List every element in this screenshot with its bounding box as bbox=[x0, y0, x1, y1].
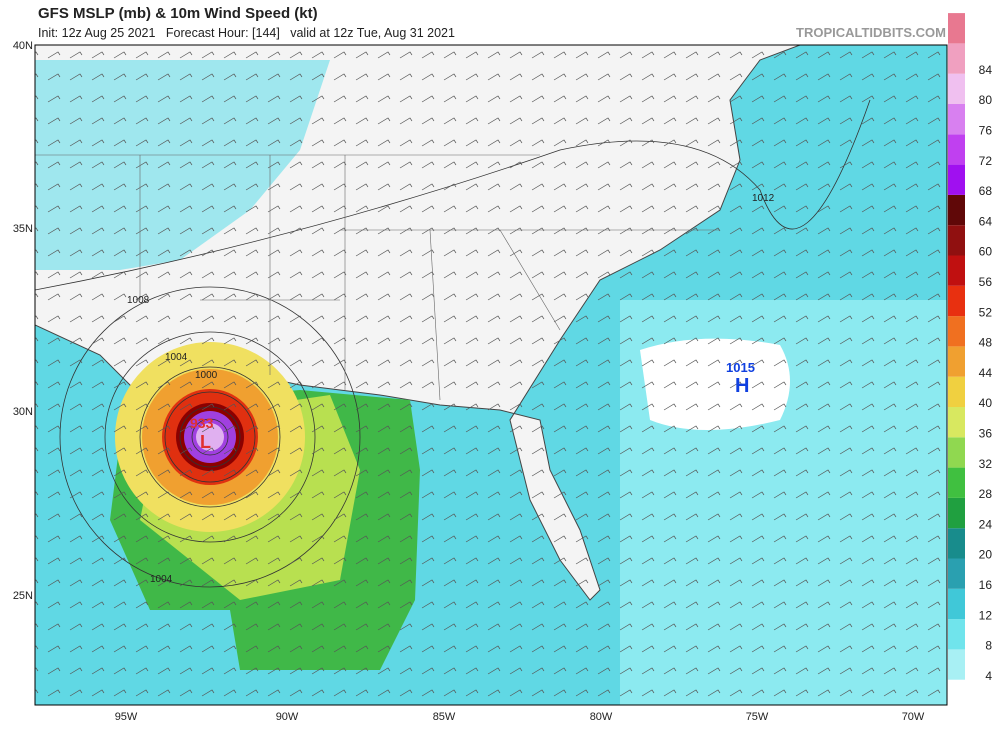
colorbar-tick: 48 bbox=[979, 336, 993, 350]
colorbar-band bbox=[948, 255, 965, 286]
colorbar-band bbox=[948, 407, 965, 438]
colorbar-band bbox=[948, 497, 965, 529]
colorbar-band bbox=[948, 316, 965, 347]
colorbar-band bbox=[948, 225, 965, 256]
colorbar-tick: 80 bbox=[979, 93, 993, 107]
colorbar-band bbox=[948, 285, 965, 317]
lon-label: 95W bbox=[115, 711, 138, 723]
colorbar-band bbox=[948, 376, 965, 407]
colorbar-tick: 40 bbox=[979, 396, 993, 410]
colorbar-band bbox=[948, 528, 965, 559]
colorbar-tick: 8 bbox=[985, 639, 992, 653]
colorbar-tick: 16 bbox=[979, 578, 993, 592]
colorbar-band bbox=[948, 588, 965, 620]
colorbar-tick: 56 bbox=[979, 275, 993, 289]
map bbox=[35, 45, 947, 705]
colorbar-tick: 68 bbox=[979, 184, 993, 198]
lat-label: 30N bbox=[13, 406, 33, 418]
high-symbol: H bbox=[735, 375, 749, 397]
colorbar-band bbox=[948, 13, 965, 44]
colorbar-band bbox=[948, 134, 965, 165]
colorbar-tick: 64 bbox=[979, 214, 993, 228]
colorbar-tick: 84 bbox=[979, 63, 993, 77]
isobar-label: 1012 bbox=[752, 193, 775, 204]
colorbar-band bbox=[948, 346, 965, 377]
low-pressure: 933 bbox=[190, 415, 214, 431]
lat-label: 25N bbox=[13, 590, 33, 602]
colorbar-band bbox=[948, 467, 965, 498]
colorbar-band bbox=[948, 679, 965, 710]
colorbar-tick: 36 bbox=[979, 426, 993, 440]
colorbar-tick: 32 bbox=[979, 457, 993, 471]
colorbar-band bbox=[948, 437, 965, 468]
colorbar-tick: 20 bbox=[979, 548, 993, 562]
colorbar-tick: 52 bbox=[979, 305, 993, 319]
lon-label: 85W bbox=[433, 711, 456, 723]
colorbar-band bbox=[948, 558, 965, 589]
colorbar-tick: 12 bbox=[979, 608, 993, 622]
colorbar-tick: 76 bbox=[979, 123, 993, 137]
colorbar-band bbox=[948, 619, 965, 650]
colorbar-tick: 72 bbox=[979, 154, 993, 168]
isobar-label: 1004 bbox=[165, 352, 188, 363]
colorbar-band bbox=[948, 649, 965, 680]
subtitle: Init: 12z Aug 25 2021 Forecast Hour: [14… bbox=[38, 26, 455, 40]
colorbar-tick: 24 bbox=[979, 517, 993, 531]
map-frame bbox=[34, 44, 948, 706]
high-pressure: 1015 bbox=[726, 360, 755, 375]
colorbar-band bbox=[948, 164, 965, 195]
lon-label: 75W bbox=[746, 711, 769, 723]
colorbar-band bbox=[948, 194, 965, 226]
lon-label: 90W bbox=[276, 711, 299, 723]
colorbar-band bbox=[948, 43, 965, 74]
site: TROPICALTIDBITS.COM bbox=[796, 25, 946, 40]
colorbar-tick: 28 bbox=[979, 487, 993, 501]
colorbar-tick: 60 bbox=[979, 245, 993, 259]
lat-label: 40N bbox=[13, 40, 33, 52]
colorbar-band bbox=[948, 104, 965, 135]
lat-label: 35N bbox=[13, 223, 33, 235]
lon-label: 70W bbox=[902, 711, 925, 723]
title: GFS MSLP (mb) & 10m Wind Speed (kt) bbox=[38, 5, 318, 22]
lon-label: 80W bbox=[590, 711, 613, 723]
isobar-label: 1004 bbox=[150, 574, 173, 585]
low-symbol: L bbox=[200, 432, 211, 452]
isobar-label: 1008 bbox=[127, 295, 150, 306]
colorbar-tick: 4 bbox=[985, 669, 992, 683]
colorbar-tick: 44 bbox=[979, 366, 993, 380]
isobar-label: 1000 bbox=[195, 370, 218, 381]
colorbar-band bbox=[948, 73, 965, 104]
